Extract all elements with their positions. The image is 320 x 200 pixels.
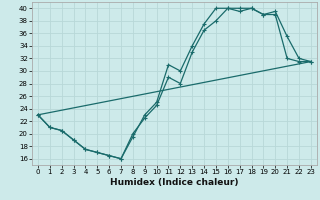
X-axis label: Humidex (Indice chaleur): Humidex (Indice chaleur) — [110, 178, 239, 187]
